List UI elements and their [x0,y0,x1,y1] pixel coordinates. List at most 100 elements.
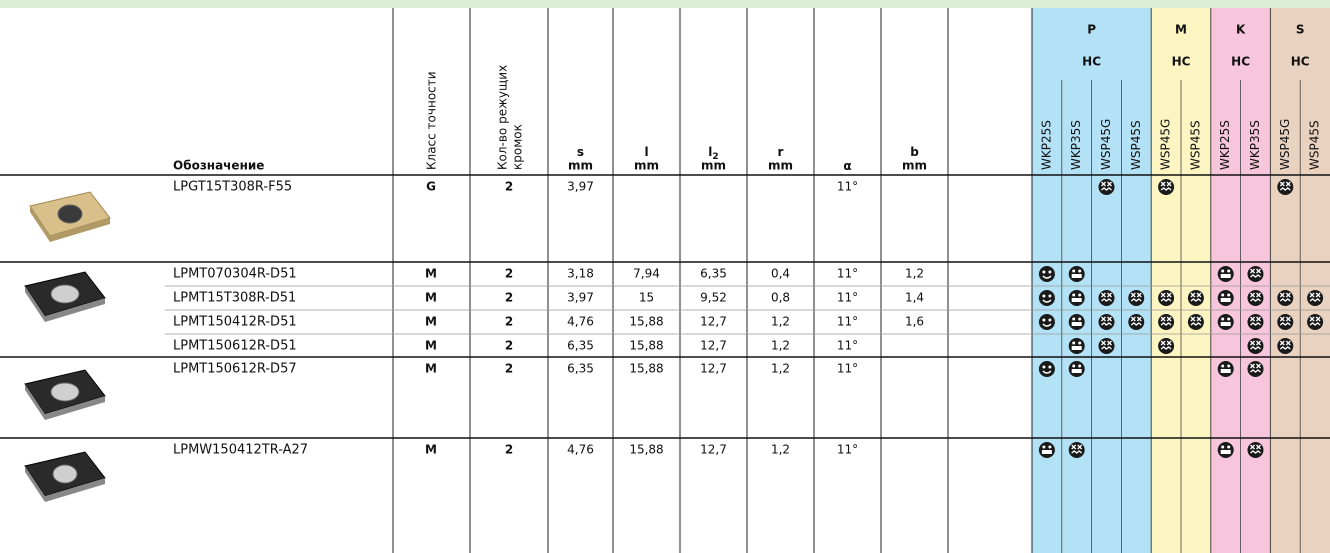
x-eyes [1250,363,1261,369]
icon-face [1277,290,1294,306]
insert-side [30,206,110,242]
col-name-sub: 2 [712,152,718,162]
edges: 2 [505,267,513,281]
insert-image [24,369,106,420]
eye [1221,293,1225,297]
zig [1250,450,1261,454]
dim: 3,97 [567,291,594,305]
grade-icon [1247,266,1264,282]
dim: 0,4 [771,267,790,281]
icon-face [1098,314,1115,330]
icon-face [1247,290,1264,306]
class: M [425,362,437,376]
col-name: b [910,145,919,159]
insert-side [25,384,105,420]
teeth [1041,450,1052,454]
dim: 11° [837,339,858,353]
group-letter: M [1175,23,1187,37]
grade-icon [1038,290,1055,306]
x-eyes [1160,292,1172,298]
zig [1250,274,1261,278]
dim: 15 [639,291,654,305]
dim: 3,97 [567,180,594,194]
x-eyes [1071,444,1083,450]
insert-hole [50,382,80,402]
designation: LPMT150612R-D57 [173,362,297,377]
eye [1072,269,1076,273]
eye [1042,445,1046,449]
icon-face [1158,314,1175,330]
grade-icon [1128,290,1145,306]
dim: 11° [837,291,858,305]
zig [1250,298,1261,302]
dim: 12,7 [700,339,727,353]
x-eyes [1250,316,1261,322]
icon-face [1128,290,1145,306]
icon-face [1098,290,1115,306]
eye [1072,317,1076,321]
dim: 4,76 [567,443,594,457]
eye [1042,294,1046,298]
icon-face [1307,314,1324,330]
dim: 3,18 [567,267,594,281]
icon-face [1158,179,1175,195]
group-sub: HC [1231,55,1250,69]
icon-face [1128,314,1145,330]
dim: 11° [837,180,858,194]
eye [1042,365,1046,369]
grade-icon [1307,290,1324,306]
group-letter: S [1296,23,1305,37]
insert-image [24,451,106,502]
col-name-main: l [644,145,648,159]
zig [1101,298,1112,302]
x-eyes [1101,181,1112,187]
dim: 6,35 [700,267,727,281]
grade-icon [1038,361,1055,377]
eye [1042,270,1046,274]
col-unit: mm [768,159,793,173]
dim: 1,2 [905,267,924,281]
eye [1048,318,1052,322]
eye [1221,269,1225,273]
group-sub: HC [1291,55,1310,69]
dim: 1,2 [771,443,790,457]
edges: 2 [505,339,513,353]
zig [1250,369,1261,373]
insert-hole [57,204,83,224]
zig [1279,298,1291,302]
zig [1309,322,1321,326]
teeth [1071,346,1082,350]
eye [1227,269,1231,273]
grade-icon [1277,338,1294,354]
icon-face [1158,290,1175,306]
dim: 15,88 [629,315,663,329]
class: M [425,443,437,457]
grade-name: WKP35S [1248,120,1262,170]
icon-face [1277,338,1294,354]
icon-face [1247,338,1264,354]
eye [1221,364,1225,368]
x-eyes [1279,316,1291,322]
icon-face [1277,314,1294,330]
eye [1227,293,1231,297]
grade-icon [1217,266,1234,282]
teeth [1220,274,1231,278]
col-unit: mm [902,159,927,173]
col-name-main: r [778,145,784,159]
insert-image [24,271,106,322]
grade-icon [1068,314,1085,330]
grade-icon [1098,314,1115,330]
teeth [1220,322,1231,326]
x-eyes [1250,340,1261,346]
x-eyes [1279,181,1291,187]
eye [1221,445,1225,449]
edges: 2 [505,362,513,376]
col-name: l [644,145,648,159]
col-name: s [577,145,584,159]
grade-icon [1098,338,1115,354]
grade-icon [1217,361,1234,377]
edges-head: Кол-во режущих [496,65,510,170]
zig [1250,322,1261,326]
